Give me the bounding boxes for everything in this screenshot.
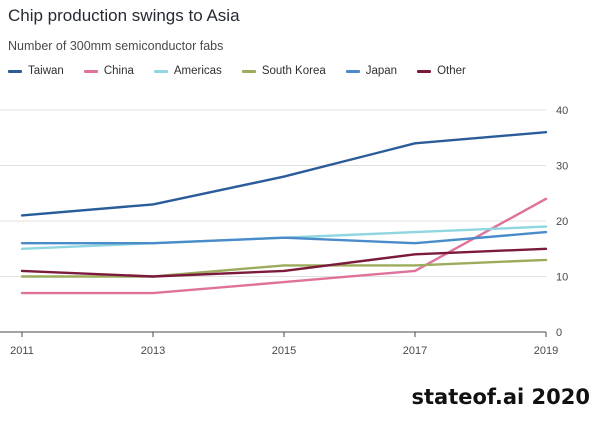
y-tick-label: 30 [556, 161, 568, 173]
x-tick-label: 2017 [403, 345, 427, 357]
series-line-china [20, 197, 548, 295]
legend-item-americas: Americas [153, 65, 222, 77]
legend-label: Taiwan [28, 65, 64, 77]
y-tick-label: 40 [556, 105, 568, 117]
legend-swatch [345, 69, 360, 73]
legend-swatch [83, 69, 98, 73]
y-tick-label: 10 [556, 272, 568, 284]
x-tick-label: 2015 [272, 345, 296, 357]
x-tick-label: 2011 [10, 345, 34, 357]
legend-item-other: Other [417, 65, 466, 77]
chart-title: Chip production swings to Asia [8, 6, 240, 25]
legend-item-china: China [83, 65, 134, 77]
watermark: stateof.ai 2020 [411, 385, 590, 409]
legend-item-taiwan: Taiwan [8, 65, 64, 77]
y-tick-label: 0 [556, 327, 562, 339]
y-tick-label: 20 [556, 216, 568, 228]
series-line-other [20, 247, 548, 278]
legend-label: Japan [365, 65, 398, 77]
legend-swatch [153, 69, 168, 73]
legend-swatch [417, 69, 432, 73]
legend-item-japan: Japan [345, 65, 398, 77]
x-tick-label: 2013 [141, 345, 165, 357]
chart-legend: Taiwan China Americas South Korea Japan Other [8, 64, 486, 78]
series-line-japan [20, 230, 548, 245]
legend-swatch [8, 69, 22, 73]
chart-subtitle: Number of 300mm semiconductor fabs [8, 39, 224, 53]
legend-label: China [103, 65, 134, 77]
series-line-taiwan [20, 130, 548, 217]
legend-label: Americas [173, 65, 222, 77]
series-line-south-korea [20, 258, 548, 278]
legend-label: Other [437, 65, 466, 77]
legend-label: South Korea [261, 65, 326, 77]
legend-item-south-korea: South Korea [241, 65, 326, 77]
legend-swatch [241, 69, 256, 73]
x-tick-label: 2019 [534, 345, 558, 357]
